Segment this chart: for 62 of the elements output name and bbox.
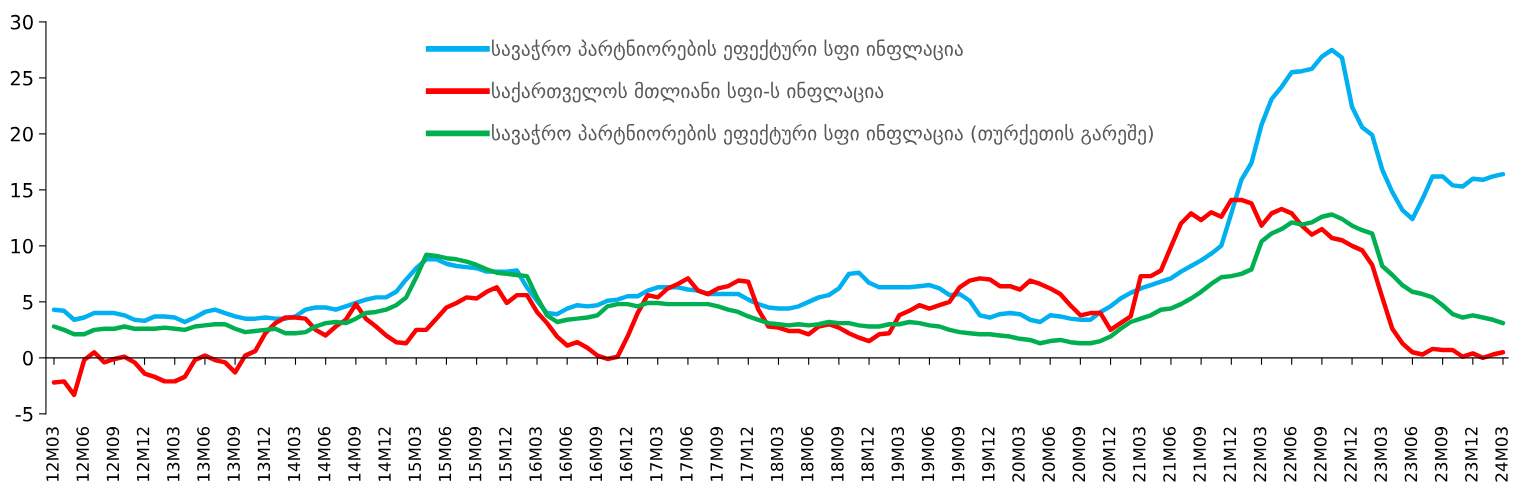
x-tick-label: 18M06 [800,426,814,481]
y-tick-label: 30 [10,14,33,30]
x-tick-label: 12M06 [76,426,89,481]
x-tick-label: 22M06 [1283,426,1297,482]
x-tick-label: 20M06 [1042,426,1056,482]
x-tick-label: 21M06 [1163,426,1176,482]
x-tick-label: 18M09 [831,427,844,481]
x-tick-label: 23M06 [1404,426,1418,482]
x-tick-label: 17M06 [680,426,693,481]
x-tick-label: 16M06 [559,426,573,481]
legend-label: სავაჭრო პარტნიორების ეფექტური სფი ინფლაცია (თურქეთის გარეშე) [492,123,1153,145]
x-tick-label: 19M03 [891,427,905,481]
x-tick-label: 13M12 [257,427,271,481]
x-tick-label: 13M09 [227,427,240,481]
x-tick-label: 22M03 [1253,427,1267,482]
x-tick-label: 19M06 [921,426,935,481]
x-tick-label: 21M12 [1223,427,1236,482]
x-tick-label: 20M03 [1012,427,1025,482]
x-tick-label: 22M12 [1344,427,1357,482]
x-tick-label: 12M12 [136,427,150,481]
x-tick-label: 17M03 [649,427,663,481]
x-tick-label: 14M03 [287,427,301,481]
legend-label: სავაჭრო პარტნიორების ეფექტური სფი ინფლაცია [492,39,963,61]
x-tick-label: 16M03 [529,427,542,481]
y-tick-label: 10 [11,238,33,254]
x-tick-label: 22M09 [1314,427,1327,482]
x-tick-label: 23M09 [1434,427,1448,482]
x-tick-label: 12M09 [106,427,120,481]
x-tick-label: 14M09 [348,427,361,481]
line-series [51,212,1506,346]
x-tick-label: 24M03 [1495,427,1508,482]
y-tick-label: 0 [23,350,33,366]
x-tick-label: 14M06 [317,426,331,481]
x-tick-label: 13M06 [197,426,210,481]
x-tick-label: 18M12 [861,427,874,481]
x-tick-label: 14M12 [378,427,391,481]
x-tick-label: 21M03 [1132,427,1146,482]
x-tick-label: 16M12 [619,427,633,481]
x-tick-label: 23M12 [1465,427,1478,482]
x-tick-label: 16M09 [589,427,603,481]
x-tick-label: 15M09 [468,427,482,481]
x-tick-label: 19M12 [982,427,995,481]
x-tick-label: 23M03 [1374,427,1388,482]
legend-label: საქართველოს მთლიანი სფი-ს ინფლაცია [492,81,884,103]
x-tick-label: 21M09 [1193,427,1206,482]
x-tick-label: 20M12 [1102,427,1116,482]
line-series [51,197,1506,398]
x-tick-label: 17M09 [710,427,723,481]
x-tick-label: 15M12 [499,427,512,481]
x-tick-label: 15M03 [408,427,422,481]
x-tick-label: 12M03 [46,427,59,481]
y-tick-label: -5 [15,407,33,422]
x-tick-label: 13M03 [166,427,180,481]
x-tick-label: 17M12 [740,427,753,481]
x-tick-label: 20M09 [1072,427,1086,482]
x-tick-label: 19M09 [951,427,965,481]
x-tick-label: 18M03 [770,427,784,481]
y-tick-label: 5 [23,295,33,310]
y-tick-label: 20 [10,126,33,142]
y-tick-label: 15 [11,183,33,198]
y-tick-label: 25 [10,70,33,86]
x-tick-label: 15M06 [438,426,452,481]
